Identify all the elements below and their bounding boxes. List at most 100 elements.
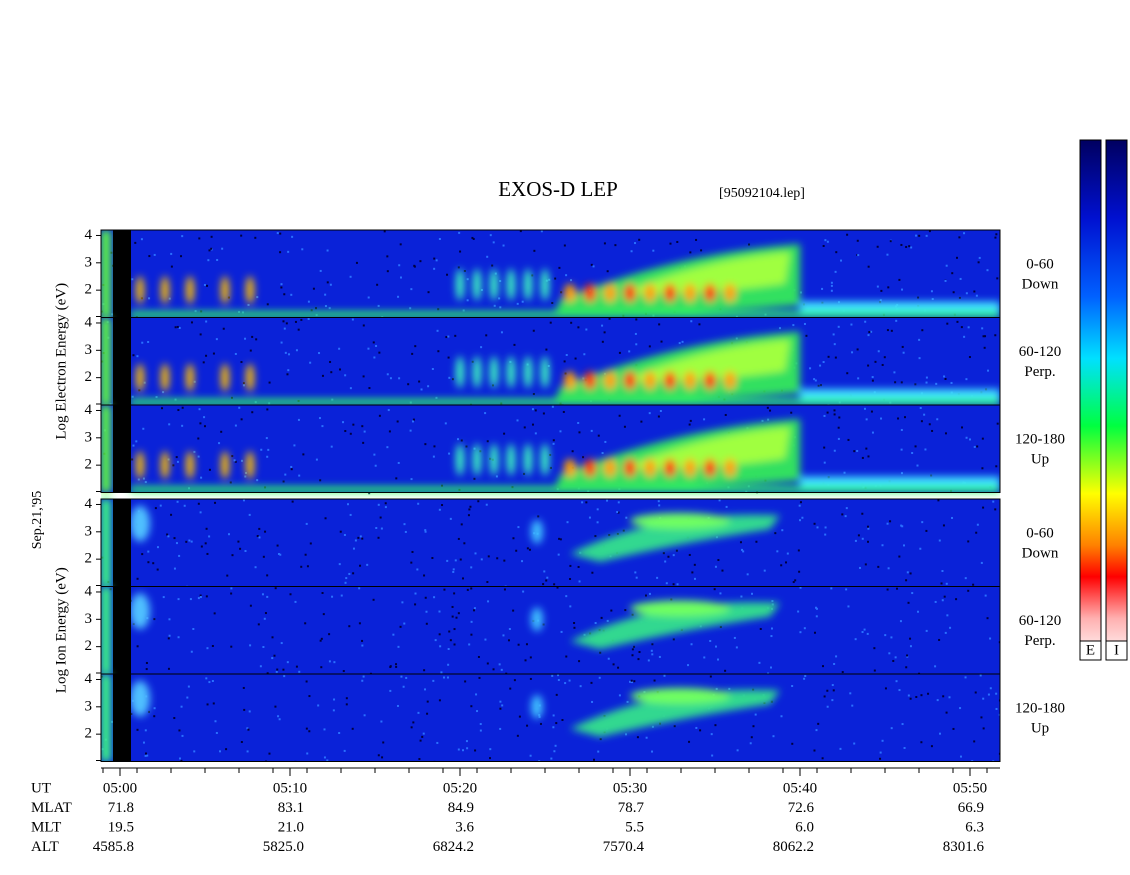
y-tick-label: 3 [85,611,93,627]
noise [558,266,561,269]
noise [344,374,347,377]
noise [986,269,989,272]
noise [748,243,751,246]
noise [871,376,874,379]
noise [180,759,183,762]
low-energy-band [130,311,1000,318]
noise [652,249,655,252]
noise [154,507,157,510]
noise [830,587,833,590]
noise [237,540,240,543]
noise [344,430,347,433]
noise [283,327,286,330]
feature [136,451,144,480]
noise [493,304,496,307]
feature [136,276,144,305]
y-tick-label: 4 [85,402,93,418]
noise [251,411,254,414]
noise [968,356,971,359]
noise [521,300,524,303]
noise [410,726,413,729]
noise [189,598,192,601]
noise [352,547,355,550]
feature [456,356,464,389]
noise [889,240,892,243]
noise [249,604,252,607]
noise [411,550,414,553]
noise [136,355,139,358]
features [101,586,780,674]
noise [166,533,169,536]
noise [941,569,944,572]
noise [996,422,999,425]
noise [331,595,334,598]
noise [398,377,401,380]
noise [709,639,712,642]
noise [901,723,904,726]
noise [405,676,408,679]
noise [320,666,323,669]
noise [853,742,856,745]
noise [487,555,490,558]
noise [282,480,285,483]
noise [834,270,837,273]
noise [940,582,943,585]
ephemeris-value: 21.0 [278,819,304,835]
noise [603,331,606,334]
noise [198,408,201,411]
feature [101,499,111,587]
noise [503,588,506,591]
noise [301,248,304,251]
noise [231,455,234,458]
noise [867,265,870,268]
noise [877,565,880,568]
noise [845,588,848,591]
noise [378,414,381,417]
noise [516,419,519,422]
noise [266,574,269,577]
feature [246,451,254,480]
noise [508,627,511,630]
noise [578,580,581,583]
noise [181,235,184,238]
noise [178,757,181,760]
noise [531,408,534,411]
noise [797,610,800,613]
noise [519,230,522,233]
noise [822,244,825,247]
noise [976,523,979,526]
noise [943,595,946,598]
noise [330,371,333,374]
noise [471,236,474,239]
noise [699,729,702,732]
noise [557,553,560,556]
noise [823,461,826,464]
noise [880,289,883,292]
y-axis-label: Log Ion Energy (eV) [53,567,69,693]
noise [438,633,441,636]
noise [486,662,489,665]
noise [463,270,466,273]
noise [895,680,898,683]
noise [486,255,489,258]
noise [386,270,389,273]
noise [345,577,348,580]
noise [895,319,898,322]
noise [918,234,921,237]
noise [545,348,548,351]
noise [552,439,555,442]
noise [542,412,545,415]
noise [837,325,840,328]
feature [161,363,169,392]
feature [620,339,790,382]
noise [437,350,440,353]
noise [432,679,435,682]
noise [389,689,392,692]
noise [897,417,900,420]
noise [177,598,180,601]
noise [861,512,864,515]
noise [243,708,246,711]
noise [713,588,716,591]
noise [719,592,722,595]
noise [141,553,144,556]
